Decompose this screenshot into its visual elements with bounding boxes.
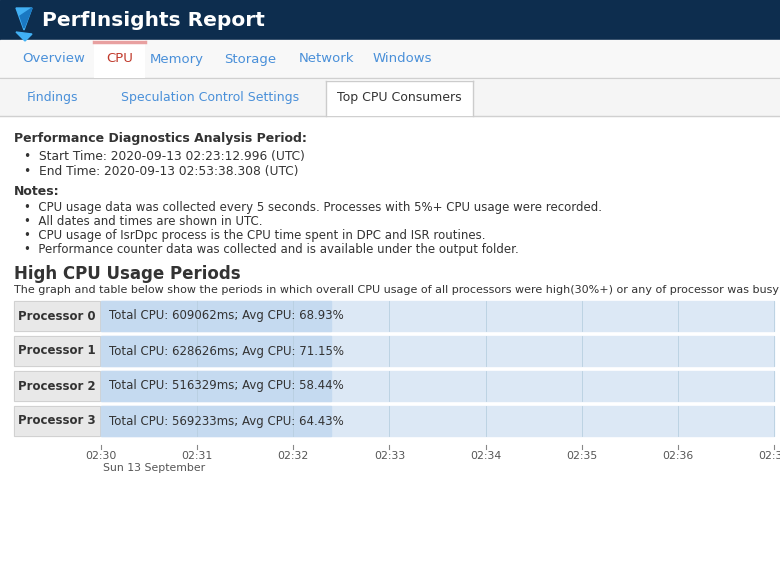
- Bar: [326, 80, 473, 116]
- Text: •  CPU usage data was collected every 5 seconds. Processes with 5%+ CPU usage we: • CPU usage data was collected every 5 s…: [24, 201, 602, 214]
- Text: Findings: Findings: [27, 91, 78, 105]
- Polygon shape: [16, 32, 32, 41]
- Text: Windows: Windows: [373, 52, 432, 65]
- Text: Total CPU: 516329ms; Avg CPU: 58.44%: Total CPU: 516329ms; Avg CPU: 58.44%: [109, 379, 344, 392]
- Text: •  Performance counter data was collected and is available under the output fold: • Performance counter data was collected…: [24, 243, 519, 256]
- Text: Notes:: Notes:: [14, 185, 59, 198]
- Text: PerfInsights Report: PerfInsights Report: [42, 11, 265, 31]
- Polygon shape: [16, 8, 32, 30]
- Text: Processor 2: Processor 2: [18, 379, 96, 392]
- Text: Sun 13 September: Sun 13 September: [103, 463, 205, 473]
- Text: Speculation Control Settings: Speculation Control Settings: [121, 91, 299, 105]
- Bar: [101, 336, 774, 366]
- Text: The graph and table below show the periods in which overall CPU usage of all pro: The graph and table below show the perio…: [14, 285, 780, 295]
- Text: Network: Network: [299, 52, 354, 65]
- Bar: [101, 371, 331, 401]
- Text: Overview: Overview: [23, 52, 86, 65]
- Text: •  All dates and times are shown in UTC.: • All dates and times are shown in UTC.: [24, 215, 263, 228]
- Text: 02:33: 02:33: [374, 451, 405, 461]
- Text: 02:36: 02:36: [662, 451, 693, 461]
- Bar: [0, 0, 780, 40]
- Text: Memory: Memory: [150, 52, 204, 65]
- Text: Processor 1: Processor 1: [18, 345, 96, 357]
- Bar: [14, 336, 100, 366]
- Bar: [101, 336, 331, 366]
- Text: 02:37: 02:37: [758, 451, 780, 461]
- Text: Total CPU: 609062ms; Avg CPU: 68.93%: Total CPU: 609062ms; Avg CPU: 68.93%: [109, 310, 344, 323]
- Polygon shape: [20, 8, 32, 28]
- Text: 02:34: 02:34: [470, 451, 502, 461]
- Bar: [0, 80, 780, 116]
- Bar: [14, 371, 100, 401]
- Bar: [0, 40, 780, 78]
- Text: •  End Time: 2020-09-13 02:53:38.308 (UTC): • End Time: 2020-09-13 02:53:38.308 (UTC…: [24, 165, 299, 178]
- Text: 02:35: 02:35: [566, 451, 597, 461]
- Text: CPU: CPU: [106, 52, 133, 65]
- Text: High CPU Usage Periods: High CPU Usage Periods: [14, 265, 240, 283]
- Text: 02:32: 02:32: [278, 451, 309, 461]
- Bar: [101, 406, 774, 436]
- Bar: [101, 301, 331, 331]
- Text: Performance Diagnostics Analysis Period:: Performance Diagnostics Analysis Period:: [14, 132, 307, 145]
- Text: •  Start Time: 2020-09-13 02:23:12.996 (UTC): • Start Time: 2020-09-13 02:23:12.996 (U…: [24, 150, 305, 163]
- Bar: [101, 371, 774, 401]
- Text: Total CPU: 628626ms; Avg CPU: 71.15%: Total CPU: 628626ms; Avg CPU: 71.15%: [109, 345, 344, 357]
- Text: •  CPU usage of IsrDpc process is the CPU time spent in DPC and ISR routines.: • CPU usage of IsrDpc process is the CPU…: [24, 229, 485, 242]
- Bar: [14, 406, 100, 436]
- Bar: [14, 301, 100, 331]
- Text: Top CPU Consumers: Top CPU Consumers: [337, 91, 462, 105]
- Text: Processor 0: Processor 0: [18, 310, 96, 323]
- Text: Total CPU: 569233ms; Avg CPU: 64.43%: Total CPU: 569233ms; Avg CPU: 64.43%: [109, 415, 344, 428]
- Text: Storage: Storage: [224, 52, 276, 65]
- Text: 02:30: 02:30: [85, 451, 117, 461]
- Text: Processor 3: Processor 3: [18, 415, 96, 428]
- Bar: [101, 301, 774, 331]
- Text: 02:31: 02:31: [182, 451, 213, 461]
- Bar: [101, 406, 331, 436]
- Bar: [94, 40, 144, 78]
